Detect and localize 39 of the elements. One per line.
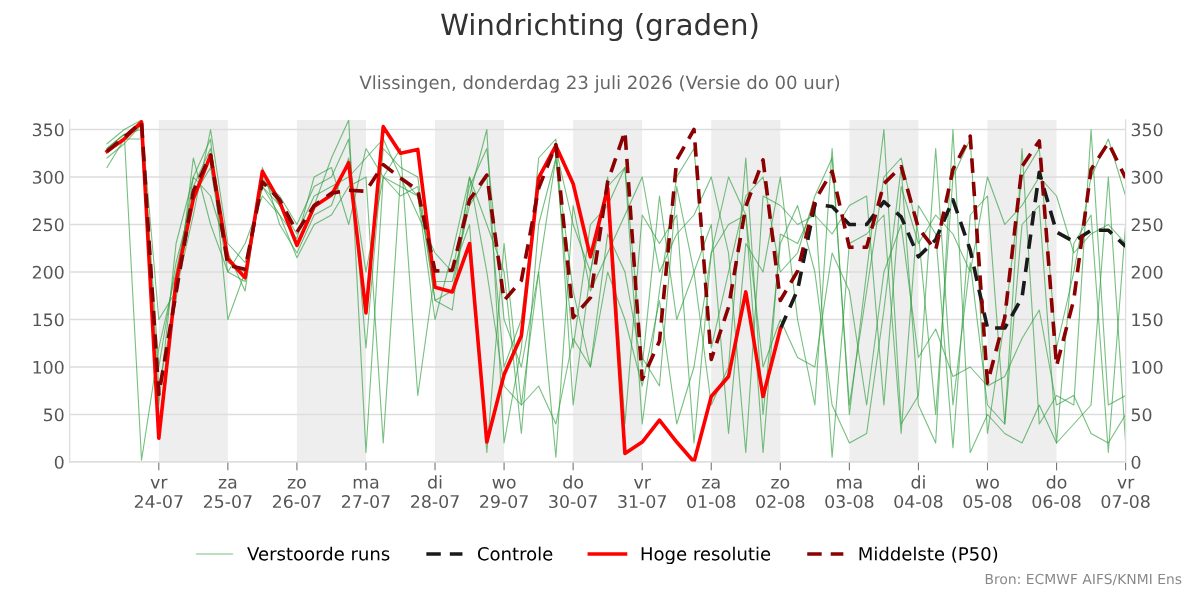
x-tick-label: zo 02-08 <box>756 478 805 509</box>
y-tick-label: 0 <box>54 455 64 469</box>
y2-tick-label: 150 <box>1132 313 1163 327</box>
y-tick-label: 150 <box>33 313 64 327</box>
x-tick-label: vr 24-07 <box>134 478 183 509</box>
x-tick-label: ma 27-07 <box>342 478 390 509</box>
x-tick-label: zo 26-07 <box>272 478 321 509</box>
y-tick-label: 300 <box>32 170 64 184</box>
y-tick-label: 100 <box>33 360 64 374</box>
y2-tick-label: 200 <box>1131 265 1163 279</box>
y-tick-label: 250 <box>32 218 64 232</box>
line-series <box>778 170 1126 331</box>
text: Bron: ECMWF AIFS/KNMI Ens <box>985 573 1182 586</box>
y2-tick-label: 100 <box>1132 360 1163 374</box>
y2-tick-label: 0 <box>1131 455 1141 469</box>
chart-title: Windrichting (graden) <box>441 12 758 42</box>
legend-label: Verstoorde runs <box>247 546 390 561</box>
y-tick-label: 200 <box>32 265 64 279</box>
x-tick-label: wo 29-07 <box>480 478 528 509</box>
x-tick-label: wo 05-08 <box>963 478 1012 509</box>
y2-tick-label: 300 <box>1131 170 1163 184</box>
x-tick-label: di 28-07 <box>411 475 459 509</box>
x-tick-label: za 01-08 <box>687 478 736 509</box>
x-tick-label: di 04-08 <box>894 475 943 509</box>
legend-label: Controle <box>477 546 553 561</box>
y2-tick-label: 250 <box>1131 218 1163 232</box>
y2-tick-label: 50 <box>1131 408 1152 422</box>
y2-tick-label: 350 <box>1131 123 1163 137</box>
x-tick-label: do 30-07 <box>549 475 597 509</box>
chart-subtitle: Vlissingen, donderdag 23 juli 2026 (Versie do 00 uur) <box>359 75 840 93</box>
x-tick-label: ma 03-08 <box>825 478 874 509</box>
y-tick-label: 50 <box>43 408 64 422</box>
x-tick-label: vr 07-08 <box>1101 478 1150 509</box>
x-tick-label: vr 31-07 <box>618 478 666 509</box>
x-tick-label: za 25-07 <box>203 478 252 509</box>
legend-label: Middelste (P50) <box>859 546 998 563</box>
y-tick-label: 350 <box>32 123 64 137</box>
legend-label: Hoge resolutie <box>641 546 771 565</box>
x-tick-label: do 06-08 <box>1032 475 1081 509</box>
